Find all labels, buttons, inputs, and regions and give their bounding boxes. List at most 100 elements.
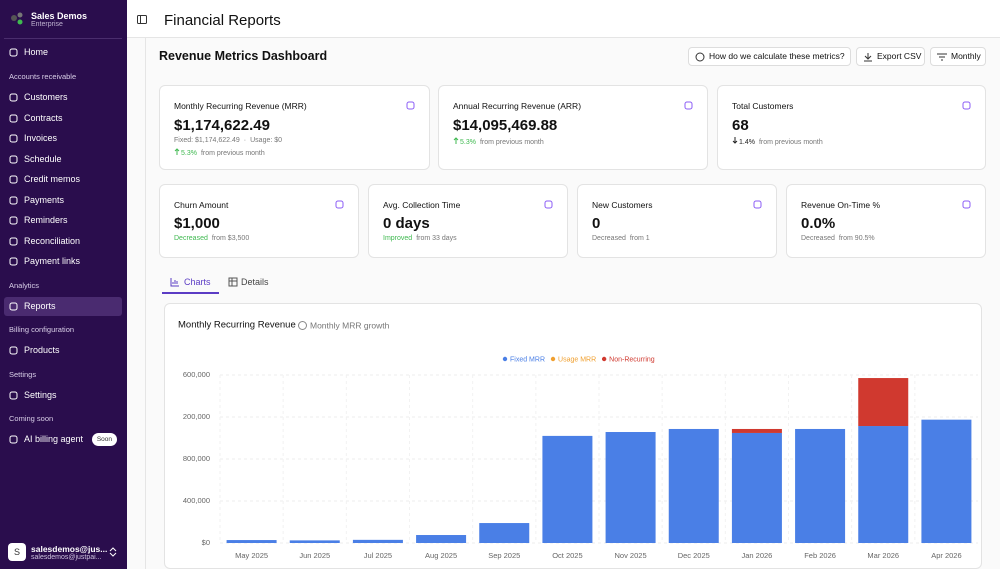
icon: [9, 237, 18, 245]
nav-label: Credit memos: [24, 174, 81, 184]
nav-item[interactable]: Payment links: [4, 252, 122, 271]
tab-icon: [228, 277, 238, 287]
card-title: New Customers: [592, 200, 653, 210]
card-note: 5.3% from previous month: [174, 148, 269, 157]
card-note: 1.4% from previous month: [732, 137, 827, 146]
nav-item[interactable]: Reminders: [4, 211, 122, 230]
info-icon: [298, 321, 307, 330]
export-button[interactable]: Export CSV: [856, 47, 925, 66]
y-tick-label: 400,000: [183, 496, 210, 505]
note-text: Fixed: $1,174,622.49: [174, 137, 240, 144]
y-tick-label: 800,000: [183, 454, 210, 463]
sidebar: Sales Demos Enterprise Home Accounts rece…: [0, 0, 127, 569]
bar-segment: [289, 540, 340, 543]
toggle-sidebar[interactable]: [137, 15, 147, 24]
note-text: Decreased: [174, 235, 208, 242]
nav-item[interactable]: Credit memos: [4, 170, 122, 189]
nav-label: Payment links: [24, 256, 81, 266]
bar-segment: [416, 535, 467, 543]
icon: [9, 48, 18, 57]
icon: [9, 391, 18, 399]
metric-card: New Customers 0 Decreased from 1: [577, 184, 777, 258]
nav-label: Schedule: [24, 153, 62, 164]
x-tick-label: Nov 2025: [615, 551, 647, 560]
logo: [11, 12, 23, 25]
nav-item[interactable]: Contracts: [4, 109, 122, 128]
card-title: Revenue On-Time %: [801, 200, 881, 210]
nav-item[interactable]: Reports: [4, 296, 122, 316]
bar-segment: [668, 428, 719, 543]
bar-segment: [921, 419, 972, 543]
icon: [9, 435, 18, 444]
legend-label: Usage MRR: [558, 356, 596, 363]
nav-item[interactable]: Payments: [4, 191, 122, 210]
org-sub: Enterprise: [31, 21, 63, 28]
card-value: $1,000: [174, 215, 220, 232]
period-button[interactable]: Monthly: [930, 47, 986, 66]
x-tick-label: Sep 2025: [488, 551, 520, 560]
button-label: How do we calculate these metrics?: [709, 51, 845, 61]
metric-card: Revenue On-Time % 0.0% Decreased from 90.5%: [786, 184, 986, 258]
note-text: Usage: $0: [250, 137, 283, 144]
x-tick-label: Jun 2025: [299, 551, 330, 560]
bar-segment: [352, 539, 403, 543]
tab[interactable]: Details: [241, 277, 269, 287]
bar-segment: [858, 378, 909, 427]
nav-item[interactable]: AI billing agent Soon: [4, 430, 122, 449]
card-value: $1,174,622.49: [174, 117, 270, 134]
nav-item[interactable]: Schedule: [4, 150, 122, 169]
nav-item[interactable]: Reconciliation: [4, 232, 122, 251]
help-button[interactable]: How do we calculate these metrics?: [688, 47, 851, 66]
x-tick-label: Feb 2026: [804, 551, 836, 560]
nav-item[interactable]: Invoices: [4, 129, 122, 148]
topbar: Financial Reports: [127, 0, 1000, 38]
tab-icon: [170, 278, 179, 287]
chart-subtitle: Monthly MRR growth: [310, 320, 390, 330]
card-note: Decreased from 1: [592, 235, 654, 242]
card-title: Monthly Recurring Revenue (MRR): [174, 101, 307, 111]
nav-label: Home: [24, 47, 49, 57]
divider: [145, 38, 146, 569]
button-label: Export CSV: [877, 51, 922, 61]
trend-arrow: [732, 137, 738, 144]
card-title: Avg. Collection Time: [383, 200, 461, 210]
icon: [9, 346, 18, 355]
icon: [9, 257, 18, 266]
card-value: $14,095,469.88: [453, 117, 558, 134]
avatar: S: [8, 543, 26, 561]
icon: [9, 196, 18, 204]
x-tick-label: Aug 2025: [425, 551, 457, 560]
dashboard-title: Revenue Metrics Dashboard: [159, 49, 328, 63]
nav-label: Reports: [24, 300, 56, 311]
metric-card: Total Customers 68 1.4% from previous month: [717, 85, 986, 170]
badge: Soon: [91, 433, 117, 446]
x-tick-label: Jan 2026: [741, 551, 772, 560]
user-name[interactable]: salesdemos@jus...: [31, 544, 108, 554]
card-note: 5.3% from previous month: [453, 137, 548, 146]
chevron[interactable]: [109, 547, 117, 557]
icon: [9, 114, 18, 122]
bar-segment: [226, 540, 277, 543]
tab[interactable]: Charts: [184, 277, 211, 287]
icon: [962, 200, 971, 209]
bar-segment: [731, 432, 782, 543]
metric-card: Avg. Collection Time 0 days Improved from 3…: [368, 184, 568, 258]
nav-item[interactable]: Settings: [4, 386, 122, 405]
nav-label: Reminders: [24, 215, 68, 225]
card-value: 0: [592, 215, 601, 232]
legend-swatch: [601, 356, 607, 362]
nav-item[interactable]: Customers: [4, 88, 122, 107]
nav-item[interactable]: Products: [4, 341, 122, 360]
card-value: 68: [732, 117, 749, 134]
trend-arrow: [453, 137, 459, 144]
note-text: Decreased: [592, 235, 626, 242]
trend-arrow: [174, 148, 180, 155]
card-title: Annual Recurring Revenue (ARR): [453, 101, 582, 111]
card-note: Decreased from 90.5%: [801, 235, 879, 242]
y-tick-label: 200,000: [183, 412, 210, 421]
section-heading: Coming soon: [9, 414, 54, 423]
nav-item[interactable]: Home: [4, 43, 122, 62]
user-email: salesdemos@justpai...: [31, 554, 102, 561]
nav-label: Customers: [24, 92, 68, 102]
